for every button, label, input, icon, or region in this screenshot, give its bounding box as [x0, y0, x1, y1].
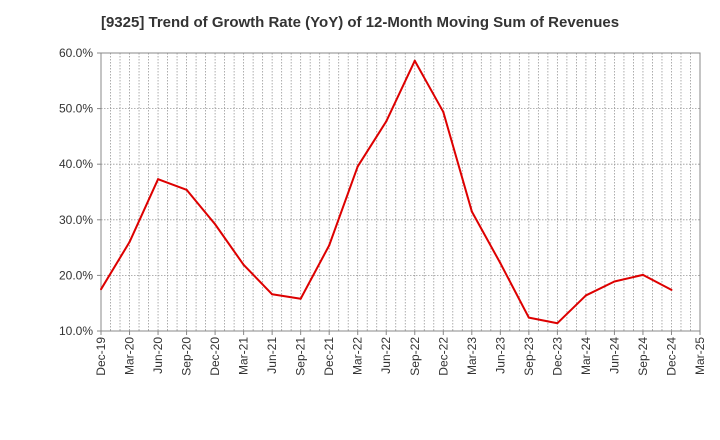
- x-tick-label: Dec-24: [664, 337, 678, 376]
- x-tick-label: Dec-19: [94, 337, 108, 376]
- x-tick-labels: Dec-19 Mar-20 Jun-20 Sep-20 Dec-20 Mar-21 Jun-…: [94, 337, 707, 376]
- x-tick-label: Jun-24: [607, 337, 621, 374]
- x-tick-label: Sep-23: [522, 337, 536, 376]
- y-tick-label: 10.0%: [59, 324, 93, 338]
- data-point: [157, 178, 160, 181]
- series-layer: [100, 59, 673, 325]
- x-tick-label: Sep-21: [294, 337, 308, 376]
- data-point: [470, 210, 473, 213]
- data-point: [299, 297, 302, 300]
- x-tick-label: Sep-20: [180, 337, 194, 376]
- data-point: [385, 120, 388, 123]
- data-point: [214, 223, 217, 226]
- y-tick-label: 50.0%: [59, 102, 93, 116]
- y-tick-labels: 10.0% 20.0% 30.0% 40.0% 50.0% 60.0%: [59, 46, 93, 338]
- y-tick-label: 30.0%: [59, 213, 93, 227]
- x-tick-label: Dec-22: [436, 337, 450, 376]
- plot-frame: [100, 52, 701, 332]
- data-point: [413, 59, 416, 62]
- x-tick-label: Mar-25: [693, 337, 707, 375]
- x-tick-label: Dec-20: [208, 337, 222, 376]
- grid-lines: [101, 52, 700, 331]
- data-point: [556, 322, 559, 325]
- data-point: [442, 110, 445, 113]
- data-point: [641, 273, 644, 276]
- x-tick-label: Jun-21: [265, 337, 279, 374]
- y-tick-label: 20.0%: [59, 268, 93, 282]
- x-tick-label: Mar-20: [123, 337, 137, 375]
- x-tick-label: Mar-21: [237, 337, 251, 375]
- x-tick-label: Sep-24: [636, 337, 650, 376]
- data-point: [100, 288, 102, 291]
- data-point: [356, 165, 359, 168]
- chart-title: [9325] Trend of Growth Rate (YoY) of 12-…: [100, 14, 620, 31]
- x-tick-label: Jun-22: [379, 337, 393, 374]
- x-tick-label: Mar-22: [351, 337, 365, 375]
- x-tick-label: Mar-24: [579, 337, 593, 375]
- x-tick-label: Jun-23: [493, 337, 507, 374]
- data-point: [328, 244, 331, 247]
- axes: [97, 52, 701, 335]
- y-tick-label: 60.0%: [59, 46, 93, 60]
- x-tick-label: Dec-23: [550, 337, 564, 376]
- data-point: [242, 263, 245, 266]
- x-tick-label: Jun-20: [151, 337, 165, 374]
- data-point: [271, 293, 274, 296]
- data-point: [613, 280, 616, 283]
- x-tick-label: Mar-23: [465, 337, 479, 375]
- data-point: [185, 188, 188, 191]
- data-point: [670, 288, 673, 291]
- data-point: [527, 316, 530, 319]
- y-tick-label: 40.0%: [59, 157, 93, 171]
- x-tick-label: Sep-22: [408, 337, 422, 376]
- data-point: [584, 294, 587, 297]
- data-point: [128, 241, 131, 244]
- x-tick-label: Dec-21: [322, 337, 336, 376]
- data-point: [499, 262, 502, 265]
